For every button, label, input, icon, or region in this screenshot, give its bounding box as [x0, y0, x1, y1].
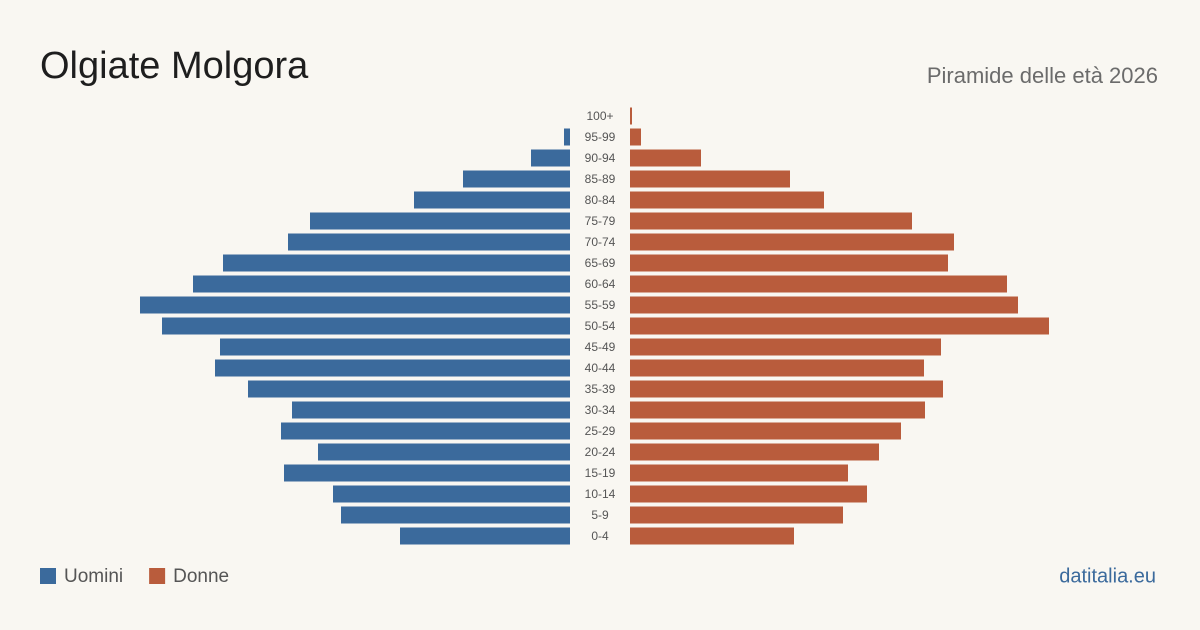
legend-label: Uomini	[64, 566, 123, 587]
bar	[215, 359, 570, 377]
bar	[630, 170, 790, 188]
age-label: 0-4	[591, 529, 609, 543]
age-label: 10-14	[585, 487, 616, 501]
bar	[630, 317, 1049, 335]
age-label: 25-29	[585, 424, 616, 438]
bar	[630, 527, 794, 545]
legend-swatch	[40, 568, 56, 584]
legend-swatch	[149, 568, 166, 584]
bar	[630, 128, 641, 146]
bar	[630, 149, 701, 167]
bar	[630, 275, 1007, 293]
bar	[630, 359, 924, 377]
age-label: 55-59	[585, 298, 616, 312]
age-label: 80-84	[585, 193, 616, 207]
bar	[531, 149, 570, 167]
age-label: 75-79	[585, 214, 616, 228]
age-label: 90-94	[585, 151, 616, 165]
bar	[630, 233, 954, 251]
bar	[630, 254, 948, 272]
bar	[630, 401, 925, 419]
bar	[341, 506, 570, 524]
age-label: 15-19	[585, 466, 616, 480]
age-label: 95-99	[585, 130, 616, 144]
bar	[630, 380, 943, 398]
bar	[288, 233, 570, 251]
bar	[630, 506, 843, 524]
bar	[414, 191, 570, 209]
source-link[interactable]: datitalia.eu	[1059, 565, 1156, 587]
bar	[223, 254, 570, 272]
bar	[193, 275, 570, 293]
bar	[630, 422, 901, 440]
bar	[463, 170, 570, 188]
age-label: 5-9	[591, 508, 609, 522]
age-label: 70-74	[585, 235, 616, 249]
bar	[140, 296, 570, 314]
bar	[292, 401, 570, 419]
bar	[284, 464, 570, 482]
bar	[630, 107, 632, 125]
bar	[220, 338, 570, 356]
age-label: 85-89	[585, 172, 616, 186]
bar	[630, 212, 912, 230]
bar	[630, 464, 848, 482]
bar	[564, 128, 570, 146]
bar	[630, 443, 879, 461]
age-label: 60-64	[585, 277, 616, 291]
age-label: 45-49	[585, 340, 616, 354]
chart-subtitle: Piramide delle età 2026	[927, 63, 1158, 88]
age-label: 20-24	[585, 445, 616, 459]
bar	[162, 317, 570, 335]
age-label: 65-69	[585, 256, 616, 270]
bar	[333, 485, 570, 503]
bar	[630, 191, 824, 209]
age-label: 35-39	[585, 382, 616, 396]
bar	[310, 212, 570, 230]
bar	[248, 380, 570, 398]
age-label: 30-34	[585, 403, 616, 417]
bar	[630, 485, 867, 503]
legend-label: Donne	[173, 566, 229, 587]
age-label: 100+	[586, 109, 613, 123]
bar	[630, 338, 941, 356]
age-label: 50-54	[585, 319, 616, 333]
age-label: 40-44	[585, 361, 616, 375]
bar	[318, 443, 570, 461]
bar	[400, 527, 570, 545]
bar	[630, 296, 1018, 314]
bar	[281, 422, 570, 440]
chart-title: Olgiate Molgora	[40, 45, 309, 87]
